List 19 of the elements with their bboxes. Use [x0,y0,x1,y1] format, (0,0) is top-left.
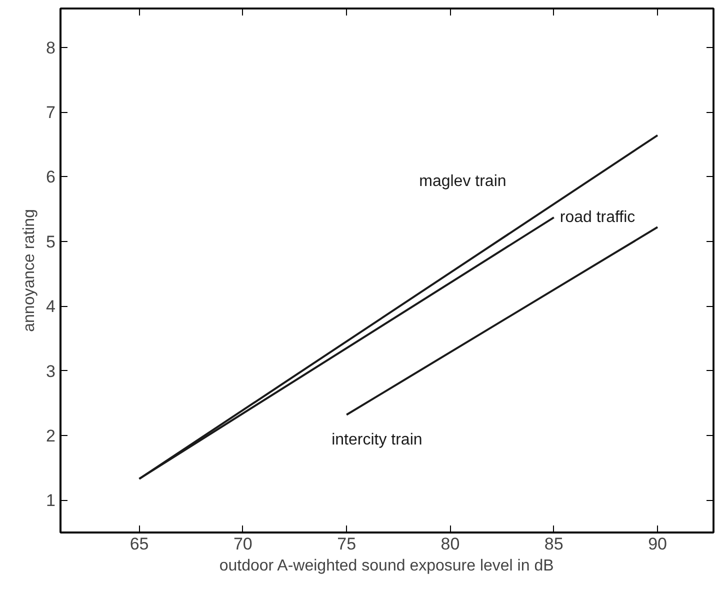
y-tick-label: 4 [46,297,56,316]
x-tick-label: 85 [544,534,564,554]
y-tick-label: 8 [46,38,56,58]
x-tick-label: 70 [233,534,252,554]
y-axis-title: annoyance rating [21,209,38,332]
y-tick-label: 1 [46,491,56,510]
text: maglev train [419,172,506,190]
x-axis-title: outdoor A-weighted sound exposure level in dB [219,558,554,574]
x-tick-label: 75 [337,534,356,554]
y-tick-label: 5 [46,232,56,252]
y-tick-label: 7 [46,103,56,122]
x-tick-label: 80 [440,534,460,554]
x-tick-label: 65 [130,534,149,554]
y-tick-label: 6 [46,168,56,187]
series-label: road traffic [560,208,636,226]
series-label: intercity train [332,431,422,448]
y-tick-label: 3 [46,362,56,381]
x-tick-label: 90 [648,534,667,554]
y-tick-label: 2 [46,426,56,446]
